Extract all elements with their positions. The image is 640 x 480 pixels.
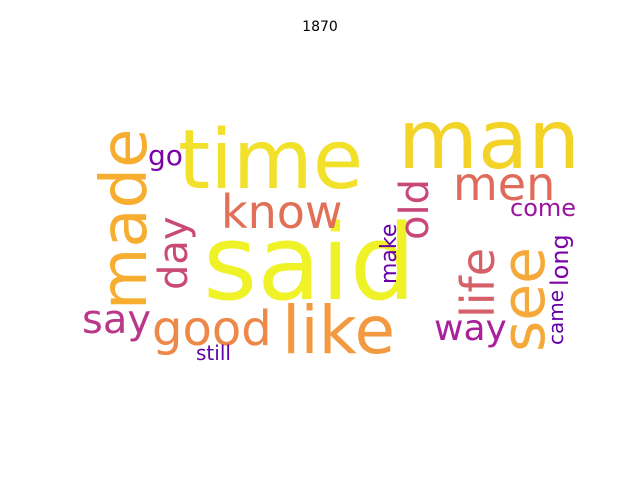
word-know: know <box>221 185 343 239</box>
word-day: day <box>151 216 197 290</box>
word-life: life <box>451 248 505 318</box>
word-good: good <box>152 301 272 357</box>
word-still: still <box>196 341 231 365</box>
word-said: said <box>203 202 416 324</box>
word-long: long <box>546 234 574 286</box>
word-like: like <box>282 292 395 369</box>
word-way: way <box>434 308 507 349</box>
word-see: see <box>489 247 559 352</box>
word-made: made <box>88 128 162 310</box>
word-say: say <box>82 297 151 343</box>
word-come: come <box>510 194 576 222</box>
chart-title: 1870 <box>302 19 338 35</box>
word-man: man <box>398 93 580 188</box>
word-men: men <box>453 157 555 211</box>
word-old: old <box>392 179 438 240</box>
word-time: time <box>178 113 363 208</box>
word-go: go <box>148 139 183 172</box>
word-make: make <box>377 224 402 284</box>
word-came: came <box>544 290 568 345</box>
